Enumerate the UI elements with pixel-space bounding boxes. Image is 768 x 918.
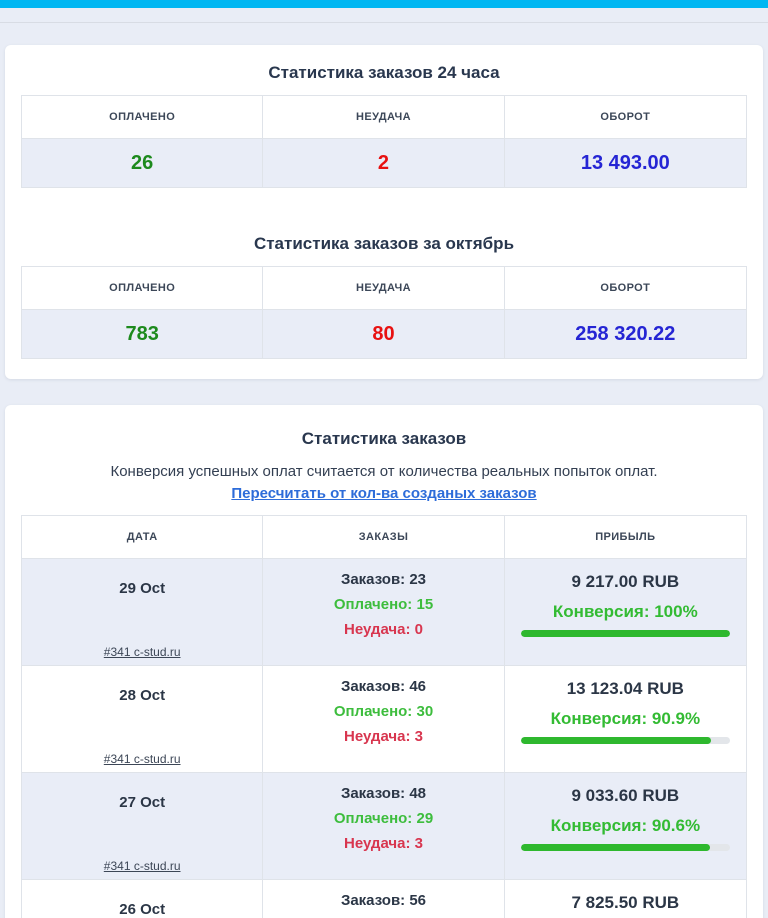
profit-cell: 7 825.50 RUB [505,880,746,918]
row-date: 27 Oct [119,794,166,811]
shop-link[interactable]: #341 c-stud.ru [103,752,181,766]
orders-cell: Заказов: 46 Оплачено: 30 Неудача: 3 [263,666,505,772]
profit-value: 7 825.50 RUB [571,893,680,912]
page-header-strip [0,8,768,23]
column-header-failed: НЕУДАЧА [263,96,505,138]
column-header-paid: ОПЛАЧЕНО [22,96,264,138]
failed-count: Неудача: 0 [343,621,423,638]
paid-count: Оплачено: 29 [333,810,434,827]
paid-value: 783 [22,310,264,358]
profit-value: 9 033.60 RUB [571,786,680,805]
recalculate-link[interactable]: Пересчитать от кол-ва созданых заказов [231,485,537,502]
orders-header-row: ДАТА ЗАКАЗЫ ПРИБЫЛЬ [22,516,746,559]
paid-count: Оплачено: 15 [333,596,434,613]
order-row: 26 Oct Заказов: 56 7 825.50 RUB [22,880,746,918]
turnover-value: 13 493.00 [504,139,746,187]
stats-section-title: Статистика заказов 24 часа [268,63,500,82]
stats-header-row: ОПЛАЧЕНО НЕУДАЧА ОБОРОТ [22,267,746,310]
profit-value: 13 123.04 RUB [566,679,684,698]
failed-value: 80 [263,310,505,358]
conversion-value: Конверсия: 100% [552,602,698,621]
conversion-value: Конверсия: 90.9% [550,709,701,728]
stats-values-row: 26 2 13 493.00 [22,139,746,188]
paid-count: Оплачено: 30 [333,703,434,720]
date-cell: 26 Oct [22,880,264,918]
stats-table: ОПЛАЧЕНО НЕУДАЧА ОБОРОТ 26 2 13 493.00 [21,95,747,188]
paid-value: 26 [22,139,264,187]
column-header-orders: ЗАКАЗЫ [263,516,505,558]
row-date: 26 Oct [119,901,166,918]
stats-header-row: ОПЛАЧЕНО НЕУДАЧА ОБОРОТ [22,96,746,139]
recalc-link-wrap: Пересчитать от кол-ва созданых заказов [21,485,747,503]
turnover-value: 258 320.22 [504,310,746,358]
orders-cell: Заказов: 56 [263,880,505,918]
date-cell: 28 Oct #341 c-stud.ru [22,666,264,772]
conversion-note: Конверсия успешных оплат считается от ко… [110,463,658,480]
orders-count: Заказов: 23 [340,571,427,588]
profit-cell: 9 217.00 RUB Конверсия: 100% [505,559,746,665]
orders-stats-card: Статистика заказов Конверсия успешных оп… [5,405,763,918]
stats-section: Статистика заказов 24 часа ОПЛАЧЕНО НЕУД… [21,63,747,188]
top-accent-bar [0,0,768,8]
conversion-progress-fill [520,630,730,637]
orders-card-title: Статистика заказов [301,429,467,448]
orders-count: Заказов: 56 [340,892,427,909]
stats-values-row: 783 80 258 320.22 [22,310,746,359]
order-row: 29 Oct #341 c-stud.ru Заказов: 23 Оплаче… [22,559,746,666]
orders-cell: Заказов: 48 Оплачено: 29 Неудача: 3 [263,773,505,879]
summary-stats-card: Статистика заказов 24 часа ОПЛАЧЕНО НЕУД… [5,45,763,379]
date-cell: 29 Oct #341 c-stud.ru [22,559,264,665]
order-row: 27 Oct #341 c-stud.ru Заказов: 48 Оплаче… [22,773,746,880]
stats-table: ОПЛАЧЕНО НЕУДАЧА ОБОРОТ 783 80 258 320.2… [21,266,747,359]
failed-count: Неудача: 3 [343,728,423,745]
failed-value: 2 [263,139,505,187]
profit-value: 9 217.00 RUB [571,572,680,591]
conversion-progress-bar [520,737,730,744]
orders-count: Заказов: 48 [340,785,427,802]
stats-section: Статистика заказов за октябрь ОПЛАЧЕНО Н… [21,234,747,359]
profit-cell: 9 033.60 RUB Конверсия: 90.6% [505,773,746,879]
column-header-date: ДАТА [22,516,264,558]
conversion-progress-fill [520,844,711,851]
conversion-progress-bar [520,844,730,851]
column-header-paid: ОПЛАЧЕНО [22,267,264,309]
orders-table: ДАТА ЗАКАЗЫ ПРИБЫЛЬ 29 Oct #341 c-stud.r… [21,515,747,918]
column-header-turnover: ОБОРОТ [504,267,746,309]
profit-cell: 13 123.04 RUB Конверсия: 90.9% [505,666,746,772]
conversion-value: Конверсия: 90.6% [550,816,701,835]
conversion-progress-fill [520,737,711,744]
column-header-profit: ПРИБЫЛЬ [504,516,746,558]
column-header-failed: НЕУДАЧА [263,267,505,309]
shop-link[interactable]: #341 c-stud.ru [103,859,181,873]
row-date: 29 Oct [119,580,166,597]
row-date: 28 Oct [119,687,166,704]
stats-section-title: Статистика заказов за октябрь [253,234,515,253]
orders-cell: Заказов: 23 Оплачено: 15 Неудача: 0 [263,559,505,665]
failed-count: Неудача: 3 [343,835,423,852]
conversion-progress-bar [520,630,730,637]
date-cell: 27 Oct #341 c-stud.ru [22,773,264,879]
orders-rows: 29 Oct #341 c-stud.ru Заказов: 23 Оплаче… [22,559,746,918]
orders-count: Заказов: 46 [340,678,427,695]
column-header-turnover: ОБОРОТ [504,96,746,138]
shop-link[interactable]: #341 c-stud.ru [103,645,181,659]
order-row: 28 Oct #341 c-stud.ru Заказов: 46 Оплаче… [22,666,746,773]
